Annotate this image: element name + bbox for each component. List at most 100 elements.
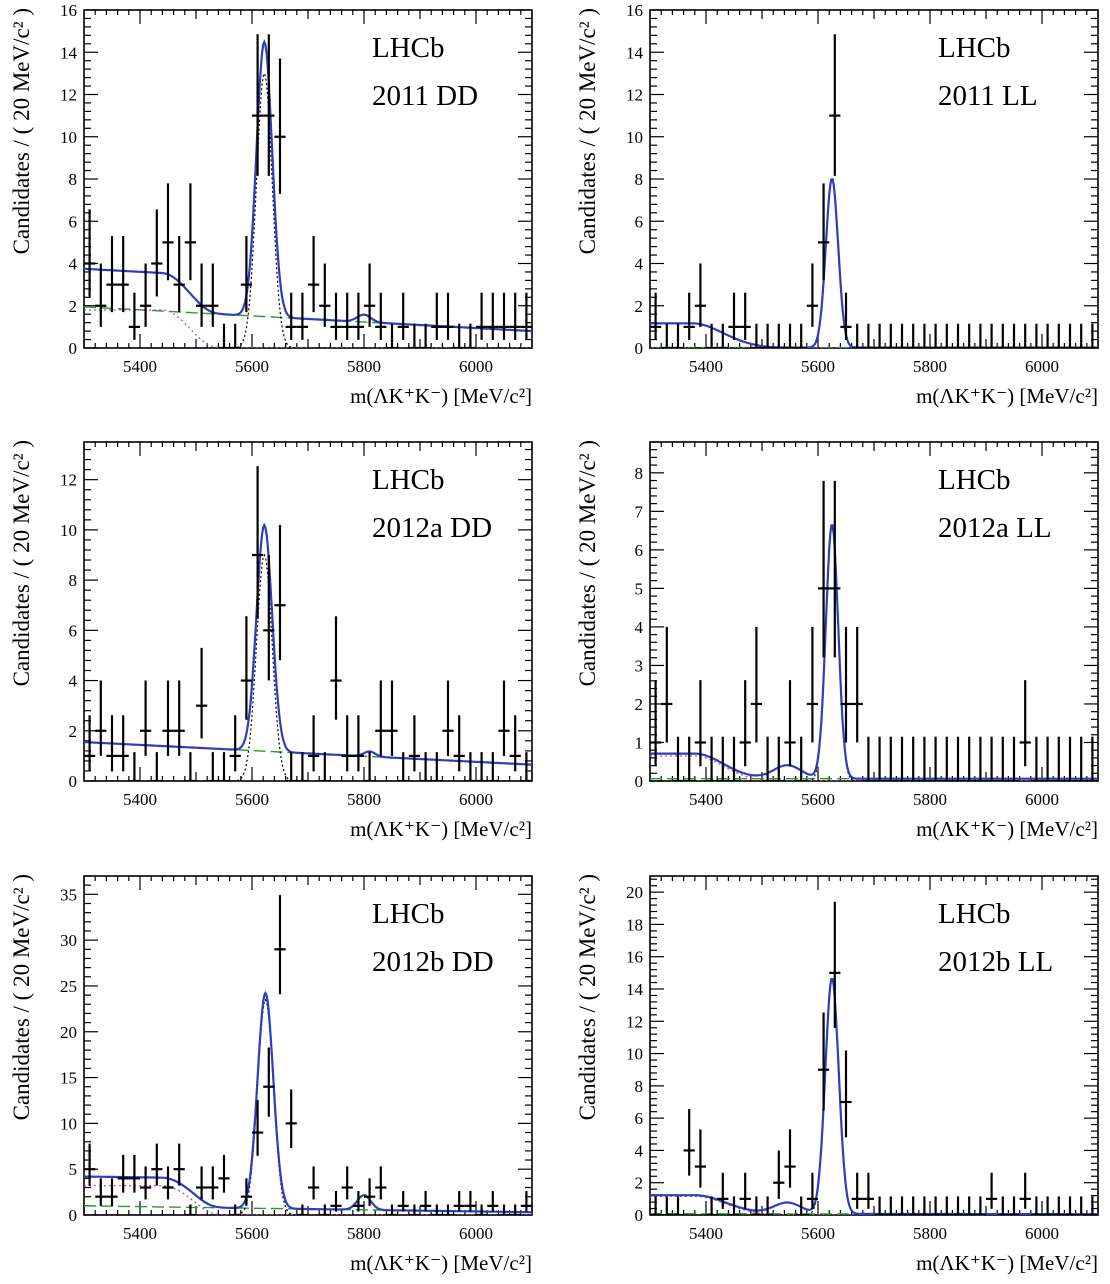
dataset-label: 2012a LL xyxy=(938,512,1052,544)
y-tick-label: 14 xyxy=(626,980,644,999)
y-tick-label: 8 xyxy=(635,464,644,483)
x-tick-label: 5600 xyxy=(235,357,269,376)
y-tick-label: 25 xyxy=(60,977,77,996)
y-tick-label: 4 xyxy=(635,1141,644,1160)
y-tick-label: 5 xyxy=(69,1160,78,1179)
plot-frame xyxy=(83,9,533,349)
y-axis-label: Candidates / ( 20 MeV/c² ) xyxy=(575,440,600,686)
x-tick-label: 5800 xyxy=(913,790,947,809)
x-tick-label: 5600 xyxy=(801,790,835,809)
experiment-label: LHCb xyxy=(938,464,1011,496)
y-tick-label: 35 xyxy=(60,885,77,904)
y-tick-label: 6 xyxy=(69,621,78,640)
x-tick-label: 6000 xyxy=(459,357,493,376)
total-fit-curve xyxy=(650,524,1098,780)
mass-plot-panel-5: 5400 5600 5800 6000 0 5 10 15 20 25 30 35 Candidates… xyxy=(9,874,533,1275)
experiment-label: LHCb xyxy=(372,32,445,64)
mass-plot-panel-3: 5400 5600 5800 6000 0 2 4 6 8 10 12 Candidates / ( … xyxy=(9,440,533,841)
plot-frame xyxy=(649,9,1099,349)
x-tick-label: 5400 xyxy=(123,1224,157,1243)
y-axis-label: Candidates / ( 20 MeV/c² ) xyxy=(9,8,34,254)
dataset-label: 2012b DD xyxy=(372,946,494,978)
x-tick-label: 5400 xyxy=(123,357,157,376)
y-tick-label: 15 xyxy=(60,1069,77,1088)
y-tick-label: 0 xyxy=(635,1206,644,1225)
experiment-label: LHCb xyxy=(938,32,1011,64)
y-tick-label: 10 xyxy=(626,1045,643,1064)
y-tick-label: 6 xyxy=(635,1109,644,1128)
total-fit-curve xyxy=(84,990,532,1214)
signal-curve xyxy=(84,553,532,781)
x-axis-label: m(ΛK⁺K⁻) [MeV/c²] xyxy=(350,1251,532,1275)
total-fit-curve xyxy=(650,977,1098,1215)
dataset-label: 2012a DD xyxy=(372,512,492,544)
experiment-label: LHCb xyxy=(938,898,1011,930)
mass-plot-panel-1: 5400 5600 5800 6000 0 2 4 6 8 10 12 14 16 Candidates … xyxy=(9,1,533,408)
y-tick-label: 8 xyxy=(69,170,78,189)
signal-curve xyxy=(650,179,1098,348)
y-tick-label: 5 xyxy=(635,579,644,598)
dataset-label: 2011 LL xyxy=(938,80,1038,112)
partially-reconstructed-curve xyxy=(650,755,1098,781)
y-tick-label: 0 xyxy=(69,1206,78,1225)
total-fit-curve xyxy=(84,39,532,333)
y-tick-label: 0 xyxy=(635,339,644,358)
y-tick-label: 2 xyxy=(69,297,78,316)
mass-plot-panel-6: 5400 5600 5800 6000 0 2 4 6 8 10 12 14 16 18 20 Candida… xyxy=(575,874,1099,1275)
x-tick-label: 5800 xyxy=(913,357,947,376)
y-tick-label: 10 xyxy=(60,1114,77,1133)
y-tick-label: 12 xyxy=(626,86,643,105)
x-tick-label: 5400 xyxy=(689,1224,723,1243)
y-tick-label: 12 xyxy=(60,471,77,490)
partially-reconstructed-curve xyxy=(650,1195,1098,1215)
plot-frame xyxy=(649,875,1099,1216)
y-tick-label: 7 xyxy=(635,502,644,521)
x-axis-label: m(ΛK⁺K⁻) [MeV/c²] xyxy=(350,817,532,841)
total-fit-curve xyxy=(84,522,532,766)
y-axis-label: Candidates / ( 20 MeV/c² ) xyxy=(575,874,600,1120)
y-tick-label: 30 xyxy=(60,931,77,950)
x-tick-label: 5800 xyxy=(913,1224,947,1243)
y-axis-label: Candidates / ( 20 MeV/c² ) xyxy=(575,8,600,254)
y-tick-label: 6 xyxy=(635,541,644,560)
y-tick-label: 16 xyxy=(626,1,643,20)
x-axis-label: m(ΛK⁺K⁻) [MeV/c²] xyxy=(350,384,532,408)
y-tick-label: 12 xyxy=(626,1012,643,1031)
x-tick-label: 5800 xyxy=(347,1224,381,1243)
mass-plot-panel-4: 5400 5600 5800 6000 0 1 2 3 4 5 6 7 8 Candidates / ( … xyxy=(575,440,1099,841)
y-tick-label: 12 xyxy=(60,86,77,105)
x-axis-label: m(ΛK⁺K⁻) [MeV/c²] xyxy=(916,384,1098,408)
x-tick-label: 5600 xyxy=(235,1224,269,1243)
y-tick-label: 16 xyxy=(60,1,77,20)
plot-frame xyxy=(83,875,533,1216)
total-fit-curve xyxy=(650,178,1098,348)
y-tick-label: 16 xyxy=(626,948,643,967)
y-tick-label: 2 xyxy=(635,695,644,714)
y-tick-label: 2 xyxy=(635,297,644,316)
plot-frame xyxy=(649,441,1099,782)
y-tick-label: 4 xyxy=(69,255,78,274)
y-tick-label: 3 xyxy=(635,656,644,675)
x-tick-label: 5600 xyxy=(235,790,269,809)
y-tick-label: 6 xyxy=(635,212,644,231)
y-tick-label: 4 xyxy=(69,672,78,691)
y-tick-label: 14 xyxy=(60,43,78,62)
y-tick-label: 10 xyxy=(60,128,77,147)
x-tick-label: 6000 xyxy=(1025,357,1059,376)
y-axis-label: Candidates / ( 20 MeV/c² ) xyxy=(9,440,34,686)
x-tick-label: 6000 xyxy=(1025,1224,1059,1243)
x-tick-label: 5600 xyxy=(801,1224,835,1243)
y-tick-label: 6 xyxy=(69,212,78,231)
x-axis-label: m(ΛK⁺K⁻) [MeV/c²] xyxy=(916,817,1098,841)
y-tick-label: 0 xyxy=(69,772,78,791)
y-tick-label: 18 xyxy=(626,915,643,934)
x-tick-label: 5800 xyxy=(347,790,381,809)
x-axis-label: m(ΛK⁺K⁻) [MeV/c²] xyxy=(916,1251,1098,1275)
mass-plot-panel-2: 5400 5600 5800 6000 0 2 4 6 8 10 12 14 16 Candidates … xyxy=(575,1,1099,408)
x-tick-label: 6000 xyxy=(1025,790,1059,809)
signal-curve xyxy=(84,998,532,1215)
y-tick-label: 20 xyxy=(626,883,643,902)
experiment-label: LHCb xyxy=(372,898,445,930)
y-axis-label: Candidates / ( 20 MeV/c² ) xyxy=(9,874,34,1120)
